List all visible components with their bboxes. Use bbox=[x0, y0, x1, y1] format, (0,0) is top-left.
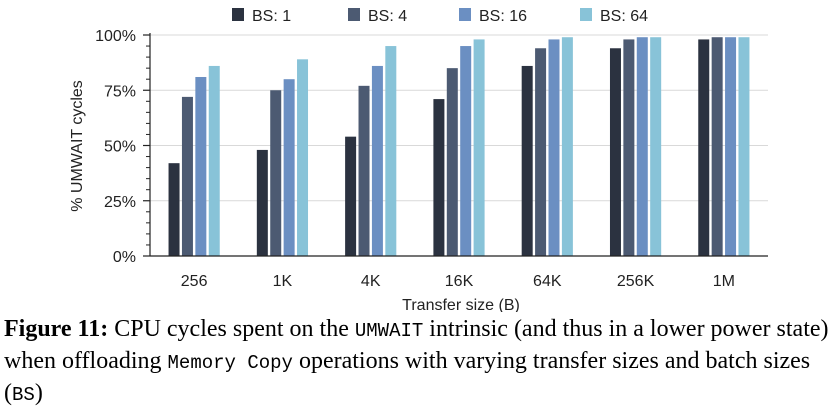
caption-code-memory-copy: Memory Copy bbox=[167, 352, 293, 374]
caption-code-umwait: UMWAIT bbox=[354, 320, 424, 342]
bar bbox=[283, 79, 295, 256]
bar bbox=[371, 65, 383, 256]
legend-swatch bbox=[348, 8, 360, 21]
legend-label: BS: 4 bbox=[368, 8, 407, 25]
axes bbox=[149, 33, 768, 257]
grid-lines bbox=[150, 34, 768, 257]
x-tick-label: 256K bbox=[617, 273, 655, 290]
caption-text-1: CPU cycles spent on the bbox=[114, 316, 349, 342]
bar bbox=[256, 149, 268, 256]
x-tick-label: 4K bbox=[361, 273, 381, 290]
legend-swatch bbox=[232, 8, 244, 21]
y-tick-label: 0% bbox=[113, 249, 136, 266]
y-tick-label: 50% bbox=[104, 139, 136, 156]
caption-text-4: ) bbox=[34, 380, 43, 406]
y-tick-label: 25% bbox=[104, 194, 136, 211]
bar bbox=[473, 39, 485, 256]
bar bbox=[725, 37, 737, 257]
bar bbox=[636, 37, 648, 257]
bar bbox=[270, 90, 282, 256]
bar bbox=[297, 59, 309, 257]
bar bbox=[208, 65, 220, 256]
x-tick-label: 16K bbox=[445, 273, 474, 290]
legend-swatch bbox=[459, 8, 471, 21]
bar bbox=[460, 46, 472, 256]
bar bbox=[195, 76, 207, 257]
bar bbox=[385, 46, 397, 256]
caption-code-bs: BS bbox=[12, 384, 35, 406]
bar bbox=[433, 99, 445, 256]
figure-label: Figure 11: bbox=[4, 316, 109, 342]
y-tick-label: 100% bbox=[95, 28, 136, 45]
bar bbox=[548, 39, 560, 256]
legend-label: BS: 64 bbox=[600, 8, 648, 25]
y-tick-labels: 0% 25% 50% 75% 100% bbox=[95, 28, 150, 266]
bar bbox=[521, 65, 533, 256]
legend-label: BS: 16 bbox=[479, 8, 527, 25]
bar bbox=[345, 136, 357, 256]
y-axis-label: % UMWAIT cycles bbox=[69, 80, 86, 212]
bar bbox=[535, 48, 547, 257]
bar bbox=[609, 48, 621, 257]
x-tick-label: 256 bbox=[181, 273, 208, 290]
bar bbox=[623, 39, 635, 256]
bar bbox=[561, 37, 573, 257]
bar bbox=[181, 96, 193, 256]
x-tick-labels: 256 1K 4K 16K 64K 256K 1M bbox=[181, 273, 735, 290]
caption-text-3: operations with varying transfer sizes a… bbox=[4, 348, 811, 406]
legend-swatch bbox=[580, 8, 592, 21]
x-tick-label: 1M bbox=[713, 273, 735, 290]
caption-text-2: intrinsic (and thus in a lower power sta… bbox=[4, 316, 829, 374]
figure-caption: Figure 11: CPU cycles spent on the UMWAI… bbox=[4, 314, 830, 410]
bar bbox=[446, 68, 458, 257]
bar bbox=[738, 37, 750, 257]
bar bbox=[650, 37, 662, 257]
legend: BS: 1 BS: 4 BS: 16 BS: 64 bbox=[232, 8, 648, 25]
y-tick-label: 75% bbox=[104, 83, 136, 100]
bar bbox=[168, 163, 180, 256]
bar-chart: 0% 25% 50% 75% 100% 256 1K 4K 16K 64K 256K 1M BS: … bbox=[69, 8, 768, 312]
bar bbox=[711, 37, 723, 257]
bar bbox=[358, 85, 370, 256]
bars bbox=[168, 37, 750, 257]
bar bbox=[698, 39, 710, 256]
x-tick-label: 64K bbox=[533, 273, 562, 290]
x-axis-label: Transfer size (B) bbox=[402, 297, 520, 312]
x-tick-label: 1K bbox=[273, 273, 293, 290]
legend-label: BS: 1 bbox=[252, 8, 291, 25]
